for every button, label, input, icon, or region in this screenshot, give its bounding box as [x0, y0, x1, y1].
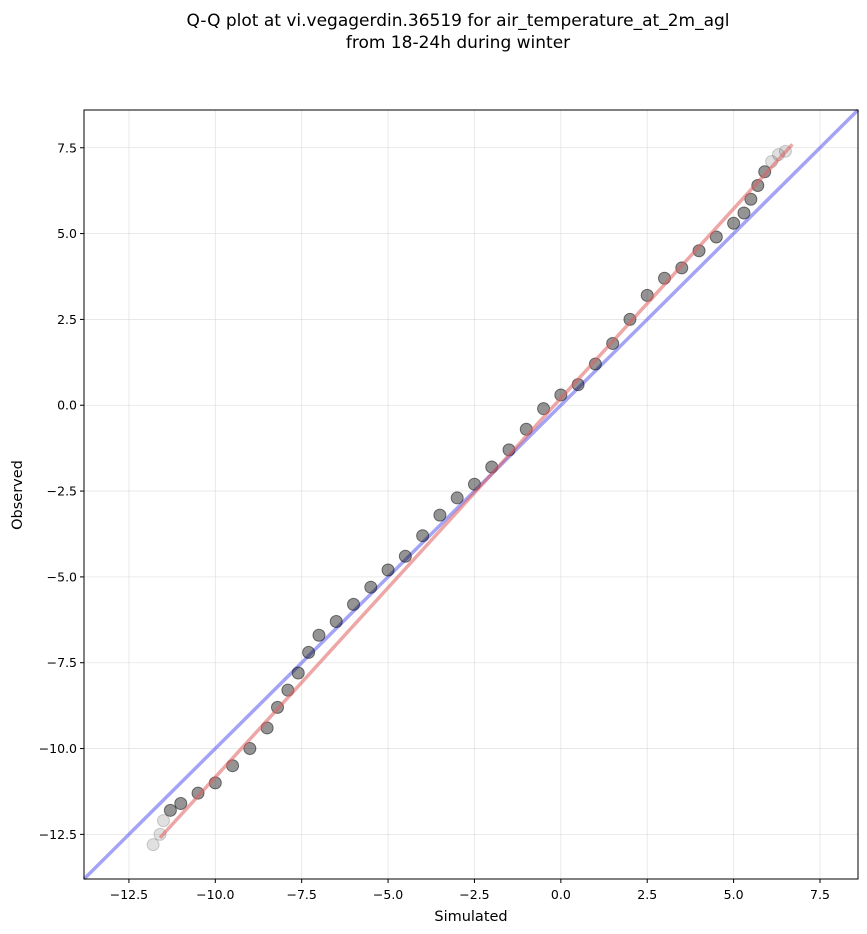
y-tick-label-1: −10.0: [39, 741, 77, 756]
quantile-point-8: [243, 742, 257, 756]
quantile-point-39: [737, 206, 751, 220]
quantile-point-0: [146, 838, 160, 852]
y-axis-ticks: −12.5 −10.0 −7.5 −5.0 −2.5 0.0 2.5 5.0 7.5: [39, 140, 84, 842]
fit-line-layer: [158, 143, 794, 839]
x-tick-label-5: 0.0: [551, 887, 571, 902]
quantile-point-2: [156, 814, 170, 828]
y-tick-label-5: 0.0: [57, 398, 77, 413]
quantile-point-20: [416, 529, 430, 543]
quantile-point-32: [623, 312, 637, 326]
y-tick-label-8: 7.5: [57, 140, 77, 155]
quantile-point-12: [291, 666, 305, 680]
x-tick-label-6: 2.5: [637, 887, 657, 902]
y-tick-label-4: −2.5: [47, 484, 77, 499]
x-axis-ticks: −12.5 −10.0 −7.5 −5.0 −2.5 0.0 2.5 5.0 7.5: [110, 879, 830, 902]
quantile-point-13: [302, 645, 316, 659]
x-tick-label-7: 5.0: [724, 887, 744, 902]
quantile-point-22: [450, 491, 464, 505]
y-axis-label: Observed: [10, 460, 26, 530]
x-tick-label-8: 7.5: [810, 887, 830, 902]
quantile-point-41: [751, 179, 765, 193]
quantile-point-16: [347, 597, 361, 611]
quantile-point-28: [554, 388, 568, 402]
plot-frame: [83, 109, 859, 880]
y-tick-label-3: −5.0: [47, 569, 77, 584]
x-tick-label-2: −7.5: [287, 887, 317, 902]
quantile-point-14: [312, 628, 326, 642]
x-tick-label-0: −12.5: [110, 887, 148, 902]
quantile-point-1: [153, 827, 167, 841]
quantile-point-15: [329, 615, 343, 629]
y-tick-label-0: −12.5: [39, 827, 77, 842]
quantile-point-17: [364, 580, 378, 594]
quantile-point-19: [398, 549, 412, 563]
quantile-point-18: [381, 563, 395, 577]
fit-line: [158, 143, 794, 839]
y-tick-label-7: 5.0: [57, 226, 77, 241]
chart-title: Q-Q plot at vi.vegagerdin.36519 for air_…: [186, 11, 729, 31]
quantile-point-38: [727, 216, 741, 230]
quantile-point-5: [191, 786, 205, 800]
y-tick-label-2: −7.5: [47, 655, 77, 670]
x-tick-label-3: −5.0: [373, 887, 403, 902]
quantile-point-3: [163, 803, 177, 817]
y-tick-label-6: 2.5: [57, 312, 77, 327]
x-tick-label-4: −2.5: [459, 887, 489, 902]
x-tick-label-1: −10.0: [196, 887, 234, 902]
chart-subtitle: from 18-24h during winter: [346, 33, 570, 53]
quantile-point-4: [174, 796, 188, 810]
x-axis-label: Simulated: [434, 909, 507, 925]
quantile-point-40: [744, 192, 758, 206]
quantile-point-37: [709, 230, 723, 244]
quantile-point-21: [433, 508, 447, 522]
